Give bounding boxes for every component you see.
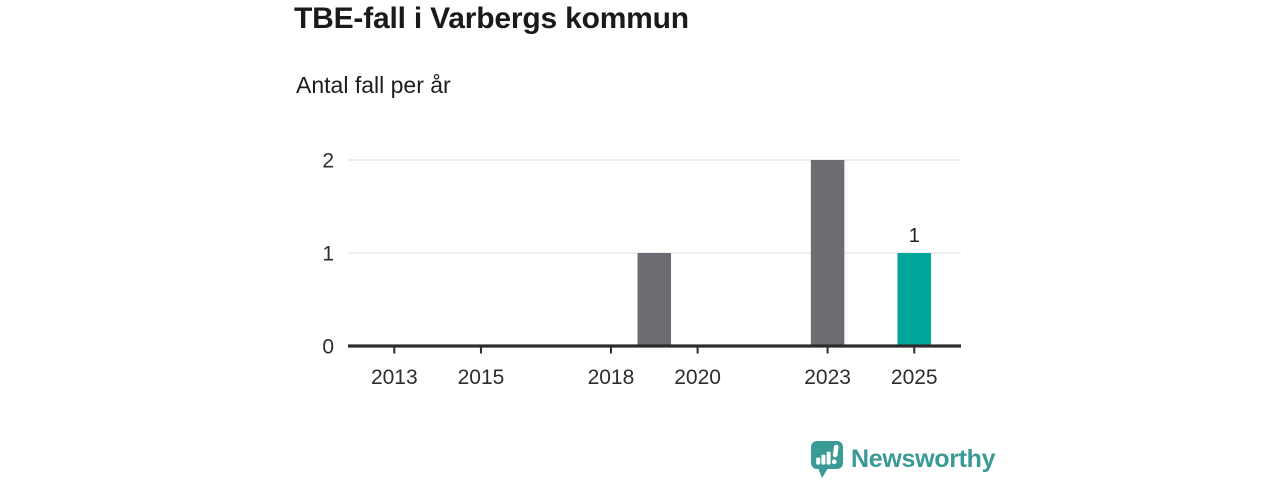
chart-title: TBE-fall i Varbergs kommun xyxy=(294,2,689,35)
logo-bar-tall xyxy=(826,451,831,465)
x-axis-label-2013: 2013 xyxy=(371,366,418,389)
logo-bar-small xyxy=(816,457,821,465)
y-axis-label-0: 0 xyxy=(322,336,334,359)
newsworthy-logo-text: Newsworthy xyxy=(851,445,996,473)
x-axis-line xyxy=(348,344,961,348)
x-axis-label-2020: 2020 xyxy=(674,366,721,389)
bar-2023 xyxy=(810,160,845,346)
y-axis-label-1: 1 xyxy=(322,243,334,266)
chart-subtitle: Antal fall per år xyxy=(296,72,451,98)
newsworthy-logo: Newsworthy xyxy=(810,440,996,479)
x-axis-label-2023: 2023 xyxy=(804,366,851,389)
y-axis-label-2: 2 xyxy=(322,150,334,173)
x-axis-label-2025: 2025 xyxy=(891,366,938,389)
bar-2019 xyxy=(637,253,672,346)
x-axis-label-2018: 2018 xyxy=(588,366,635,389)
newsworthy-logo-icon xyxy=(811,441,843,478)
bar-2025 xyxy=(897,253,932,346)
bar-value-label-2025: 1 xyxy=(909,225,920,247)
x-axis-label-2015: 2015 xyxy=(458,366,505,389)
logo-bar-medium xyxy=(821,454,826,465)
logo-exclamation xyxy=(831,444,839,465)
